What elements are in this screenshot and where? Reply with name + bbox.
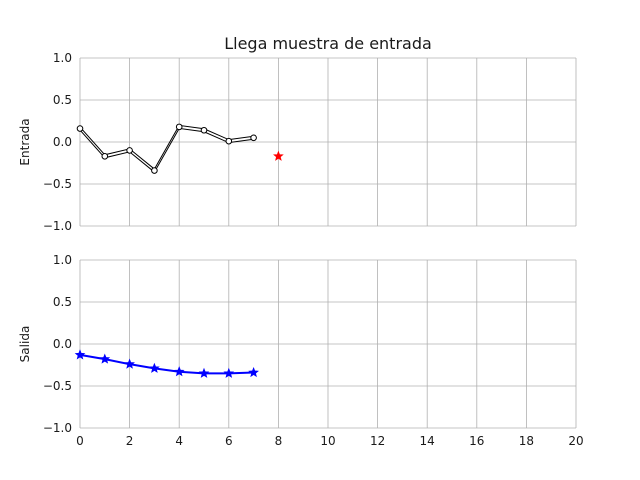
x-tick-label: 2 [126, 434, 134, 448]
data-point [225, 137, 233, 145]
y-tick-label: 0.5 [53, 295, 72, 309]
y-axis-label: Entrada [18, 118, 32, 165]
y-tick-label: −0.5 [43, 177, 72, 191]
series-line [79, 124, 254, 170]
x-tick-label: 10 [320, 434, 335, 448]
x-tick-label: 6 [225, 434, 233, 448]
data-point [99, 353, 111, 364]
data-point [175, 123, 183, 131]
data-point [173, 366, 185, 377]
y-tick-label: −0.5 [43, 379, 72, 393]
data-point [198, 367, 210, 378]
x-tick-label: 20 [568, 434, 583, 448]
data-point [101, 152, 109, 160]
data-point [74, 349, 86, 360]
data-point [223, 367, 235, 378]
y-tick-label: 0.0 [53, 135, 72, 149]
series-line [79, 353, 254, 375]
y-tick-label: 1.0 [53, 51, 72, 65]
y-tick-label: 1.0 [53, 253, 72, 267]
figure-title: Llega muestra de entrada [224, 34, 432, 53]
x-tick-label: 4 [175, 434, 183, 448]
data-point [248, 366, 259, 378]
x-tick-label: 8 [275, 434, 283, 448]
data-point [76, 125, 84, 132]
data-point [126, 147, 133, 154]
series-line [79, 127, 254, 173]
data-point [250, 134, 257, 142]
y-tick-label: −1.0 [43, 219, 72, 233]
y-tick-label: 0.5 [53, 93, 72, 107]
x-tick-label: 14 [420, 434, 435, 448]
output-plot: −1.0 −0.5 0.0 0.5 1.0 0 2 4 6 8 10 12 14 16 18 20 Salida [18, 253, 584, 448]
y-tick-label: 0.0 [53, 337, 72, 351]
y-axis-label: Salida [18, 326, 32, 363]
data-point [149, 362, 160, 373]
x-tick-label: 0 [76, 434, 84, 448]
data-point [151, 167, 158, 174]
data-point [273, 150, 284, 161]
x-tick-label: 18 [519, 434, 534, 448]
x-tick-label: 12 [370, 434, 385, 448]
data-point [200, 126, 208, 134]
input-plot: −1.0 −0.5 0.0 0.5 1.0 Entrada [18, 51, 577, 233]
data-point [124, 358, 135, 369]
y-tick-label: −1.0 [43, 421, 72, 435]
x-tick-label: 16 [469, 434, 484, 448]
